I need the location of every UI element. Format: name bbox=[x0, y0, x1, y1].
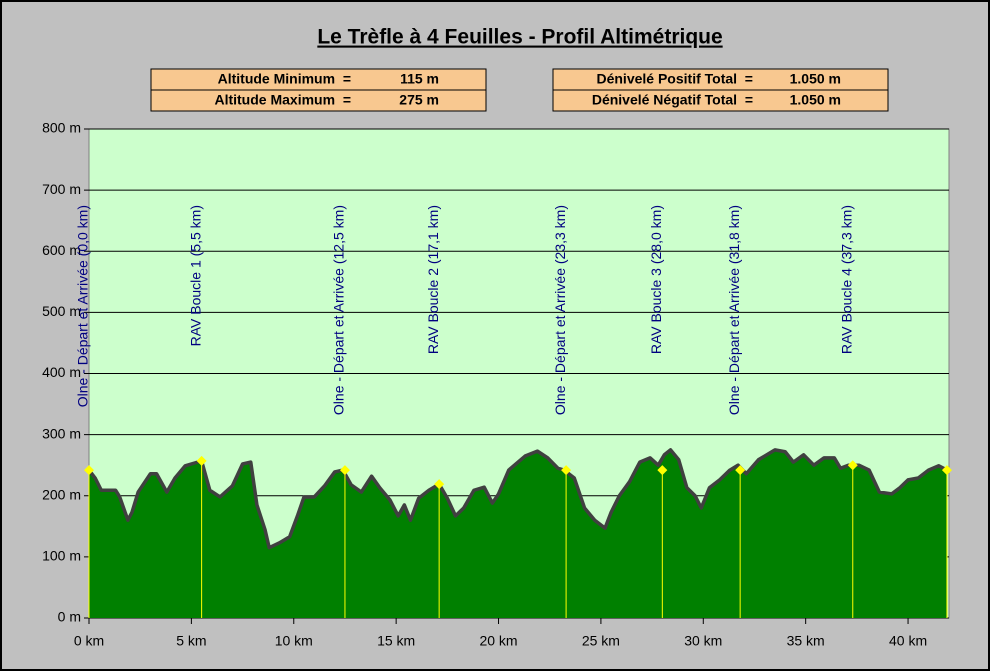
y-tick-label: 700 m bbox=[42, 181, 81, 197]
waypoint-marker bbox=[434, 479, 445, 490]
x-tick-label: 40 km bbox=[889, 633, 927, 649]
stats-label: Dénivelé Négatif Total = bbox=[592, 92, 753, 108]
waypoint-label: RAV Boucle 3 (28,0 km) bbox=[648, 205, 664, 354]
y-tick-label: 200 m bbox=[42, 486, 81, 502]
area-fill bbox=[89, 449, 947, 618]
waypoint-label: RAV Boucle 2 (17,1 km) bbox=[425, 205, 441, 354]
y-tick-label: 0 m bbox=[58, 609, 81, 625]
y-tick-label: 300 m bbox=[42, 425, 81, 441]
y-tick-label: 400 m bbox=[42, 364, 81, 380]
x-tick-label: 10 km bbox=[275, 633, 313, 649]
waypoint-label: Olne - Départ et Arrivée (23,3 km) bbox=[552, 205, 568, 415]
stats-box bbox=[150, 89, 487, 112]
waypoint-label: Olne - Départ et Arrivée (12,5 km) bbox=[331, 205, 347, 415]
profile-line bbox=[87, 448, 948, 550]
waypoint-marker bbox=[657, 465, 668, 476]
y-tick-label: 100 m bbox=[42, 548, 81, 564]
waypoint-marker bbox=[561, 465, 572, 476]
y-tick-label: 500 m bbox=[42, 303, 81, 319]
x-tick-label: 30 km bbox=[684, 633, 722, 649]
waypoint-label: Olne - Départ et Arrivée (31,8 km) bbox=[726, 205, 742, 415]
waypoint-marker bbox=[196, 455, 207, 466]
stats-value: 1.050 m bbox=[790, 71, 841, 87]
waypoint-label: RAV Boucle 1 (5,5 km) bbox=[187, 205, 203, 346]
waypoint-marker bbox=[84, 465, 94, 476]
y-tick-label: 800 m bbox=[42, 120, 81, 136]
x-tick-label: 0 km bbox=[74, 633, 104, 649]
stats-value: 115 m bbox=[400, 71, 439, 87]
x-tick-label: 5 km bbox=[176, 633, 206, 649]
stats-label: Altitude Maximum = bbox=[214, 92, 351, 108]
waypoint-marker bbox=[941, 465, 952, 476]
x-tick-label: 20 km bbox=[479, 633, 517, 649]
stats-label: Altitude Minimum = bbox=[218, 71, 351, 87]
stats-value: 1.050 m bbox=[790, 92, 841, 108]
y-tick-label: 600 m bbox=[42, 242, 81, 258]
waypoint-marker bbox=[847, 460, 858, 471]
x-tick-label: 15 km bbox=[377, 633, 415, 649]
stats-box bbox=[552, 89, 889, 112]
x-tick-label: 25 km bbox=[582, 633, 620, 649]
stats-value: 275 m bbox=[399, 92, 439, 108]
waypoint-marker bbox=[735, 465, 746, 476]
waypoint-label: RAV Boucle 4 (37,3 km) bbox=[838, 205, 854, 354]
chart-title: Le Trèfle à 4 Feuilles - Profil Altimétr… bbox=[317, 26, 722, 49]
waypoint-marker bbox=[339, 465, 350, 476]
stats-label: Dénivelé Positif Total = bbox=[596, 71, 753, 87]
x-tick-label: 35 km bbox=[787, 633, 825, 649]
waypoint-label: Olne - Départ et Arrivée (0,0 km) bbox=[75, 205, 91, 407]
